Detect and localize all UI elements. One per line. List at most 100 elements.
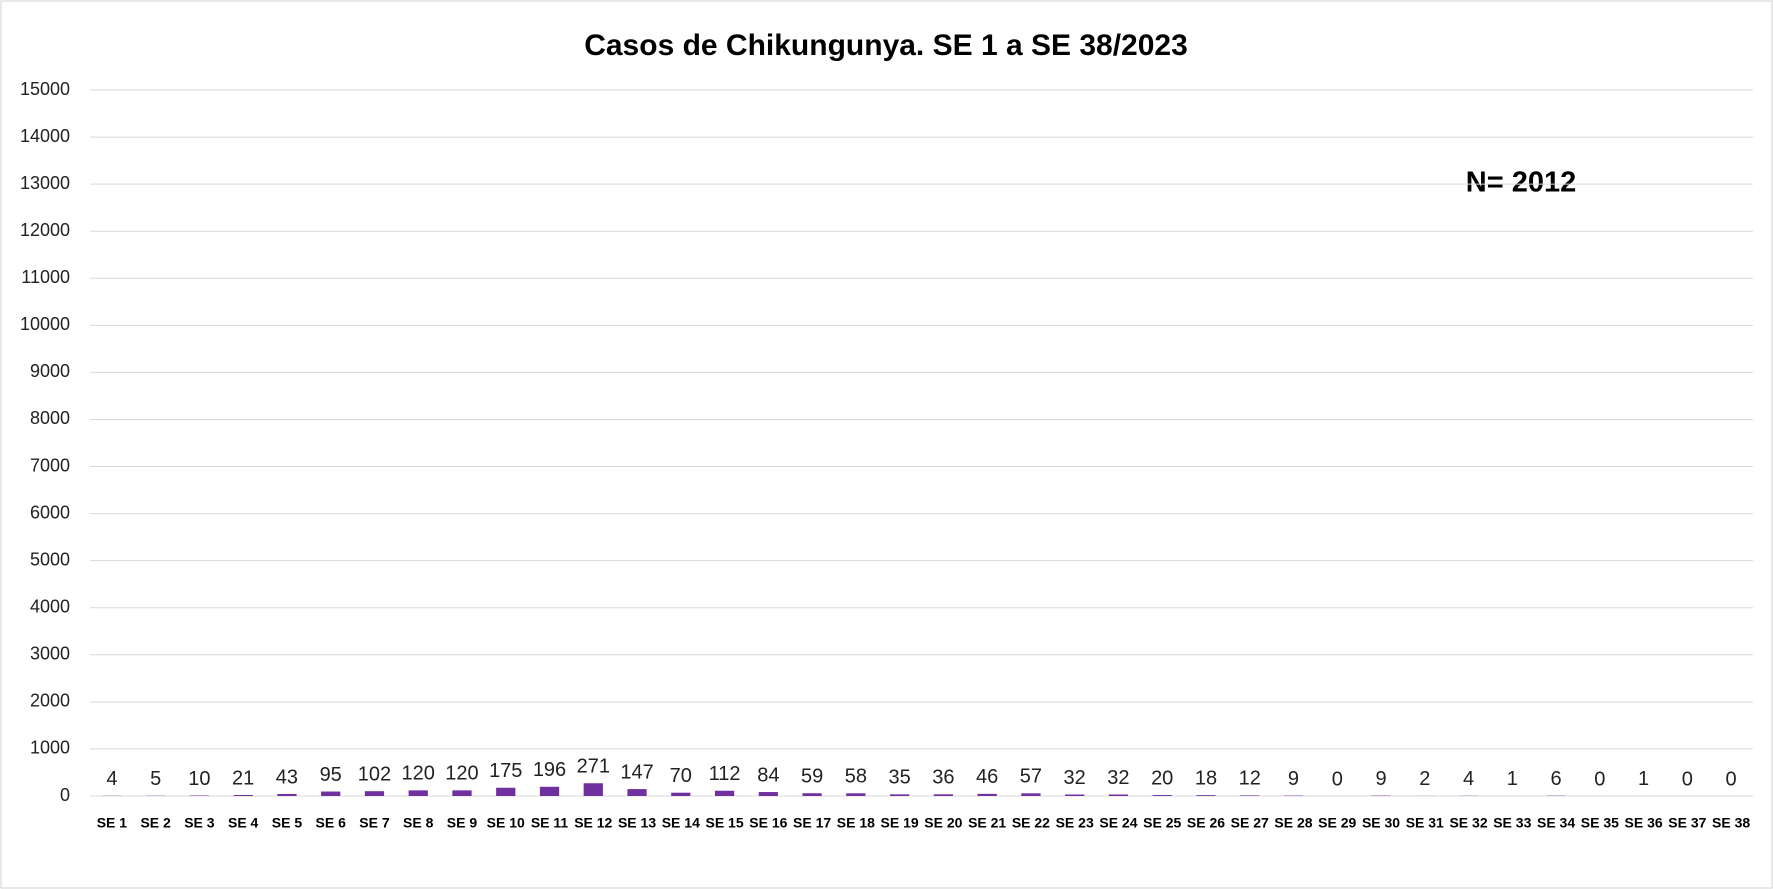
y-tick-label: 11000 bbox=[21, 267, 70, 287]
value-label: 95 bbox=[320, 764, 342, 786]
value-label: 175 bbox=[489, 760, 522, 782]
value-label: 32 bbox=[1064, 767, 1086, 789]
x-tick-label: SE 2 bbox=[140, 815, 171, 831]
x-tick-label: SE 25 bbox=[1143, 815, 1181, 831]
x-tick-label: SE 1 bbox=[97, 815, 128, 831]
x-tick-label: SE 19 bbox=[881, 815, 919, 831]
x-tick-label: SE 10 bbox=[487, 815, 525, 831]
y-tick-label: 8000 bbox=[30, 408, 70, 428]
y-tick-label: 10000 bbox=[20, 314, 70, 334]
x-tick-label: SE 34 bbox=[1537, 815, 1575, 831]
value-label: 102 bbox=[358, 763, 391, 785]
value-label: 0 bbox=[1726, 768, 1737, 790]
x-tick-label: SE 33 bbox=[1493, 815, 1531, 831]
y-tick-label: 14000 bbox=[20, 126, 70, 146]
x-tick-label: SE 27 bbox=[1231, 815, 1269, 831]
value-label: 2 bbox=[1419, 768, 1430, 790]
value-label: 120 bbox=[445, 763, 478, 785]
x-tick-label: SE 32 bbox=[1449, 815, 1487, 831]
bar bbox=[671, 792, 691, 796]
bar bbox=[364, 791, 385, 796]
y-tick-label: 7000 bbox=[30, 455, 70, 475]
x-tick-label: SE 6 bbox=[316, 815, 347, 831]
bar bbox=[539, 786, 560, 796]
x-tick-label: SE 13 bbox=[618, 815, 656, 831]
bar bbox=[933, 794, 954, 796]
bar bbox=[1108, 794, 1129, 796]
x-tick-label: SE 24 bbox=[1099, 815, 1137, 831]
bar bbox=[1065, 794, 1085, 796]
y-tick-label: 3000 bbox=[30, 644, 70, 664]
x-tick-label: SE 20 bbox=[924, 815, 962, 831]
bar bbox=[1152, 795, 1172, 796]
x-tick-label: SE 5 bbox=[272, 815, 303, 831]
bar bbox=[233, 795, 253, 796]
bar bbox=[1021, 793, 1041, 796]
value-label: 9 bbox=[1375, 768, 1386, 790]
value-label: 112 bbox=[709, 763, 741, 785]
value-label: 35 bbox=[888, 767, 910, 789]
value-label: 120 bbox=[402, 763, 435, 785]
value-label: 147 bbox=[620, 761, 653, 783]
annotation: N= 2012 bbox=[1466, 167, 1576, 199]
x-tick-label: SE 12 bbox=[574, 815, 612, 831]
value-label: 0 bbox=[1594, 768, 1605, 790]
x-tick-label: SE 15 bbox=[705, 815, 743, 831]
value-label: 58 bbox=[845, 766, 867, 788]
value-label: 21 bbox=[232, 767, 254, 789]
bar bbox=[846, 793, 866, 796]
value-label: 36 bbox=[932, 767, 954, 789]
value-label: 12 bbox=[1239, 768, 1261, 790]
value-label: 84 bbox=[757, 764, 779, 786]
y-tick-label: 1000 bbox=[30, 738, 70, 758]
bar bbox=[583, 783, 603, 796]
x-tick-label: SE 17 bbox=[793, 815, 831, 831]
bar bbox=[496, 787, 516, 796]
value-label: 9 bbox=[1288, 768, 1299, 790]
bar bbox=[277, 793, 297, 796]
x-tick-label: SE 22 bbox=[1012, 815, 1050, 831]
y-tick-label: 12000 bbox=[20, 220, 70, 240]
value-label: 196 bbox=[533, 759, 566, 781]
y-tick-label: 15000 bbox=[20, 79, 70, 99]
value-label: 32 bbox=[1107, 767, 1129, 789]
x-tick-label: SE 23 bbox=[1056, 815, 1094, 831]
value-label: 4 bbox=[1463, 768, 1474, 790]
x-tick-label: SE 8 bbox=[403, 815, 434, 831]
y-tick-label: 9000 bbox=[30, 361, 70, 381]
x-tick-label: SE 9 bbox=[447, 815, 478, 831]
bar bbox=[452, 790, 472, 796]
bar bbox=[627, 789, 647, 796]
bar bbox=[889, 794, 910, 796]
x-tick-label: SE 28 bbox=[1274, 815, 1312, 831]
bar bbox=[977, 793, 997, 796]
y-tick-label: 13000 bbox=[20, 173, 70, 193]
x-tick-label: SE 4 bbox=[228, 815, 259, 831]
value-label: 57 bbox=[1020, 766, 1042, 788]
bar bbox=[758, 792, 778, 796]
bar bbox=[321, 791, 341, 796]
y-tick-label: 2000 bbox=[30, 691, 70, 711]
x-tick-label: SE 11 bbox=[531, 815, 569, 831]
value-label: 10 bbox=[188, 768, 210, 790]
bar bbox=[802, 793, 822, 796]
x-tick-label: SE 3 bbox=[184, 815, 215, 831]
bar bbox=[408, 790, 428, 796]
x-tick-label: SE 36 bbox=[1625, 815, 1663, 831]
value-label: 59 bbox=[801, 766, 823, 788]
value-label: 43 bbox=[276, 766, 298, 788]
bar bbox=[1196, 795, 1216, 796]
y-tick-label: 4000 bbox=[30, 596, 70, 616]
value-label: 0 bbox=[1682, 768, 1693, 790]
x-tick-label: SE 26 bbox=[1187, 815, 1225, 831]
x-tick-label: SE 31 bbox=[1406, 815, 1444, 831]
value-label: 271 bbox=[577, 756, 610, 778]
value-label: 0 bbox=[1332, 768, 1343, 790]
value-label: 70 bbox=[670, 765, 692, 787]
x-tick-label: SE 7 bbox=[359, 815, 390, 831]
value-label: 1 bbox=[1638, 768, 1649, 790]
value-label: 46 bbox=[976, 766, 998, 788]
y-tick-label: 0 bbox=[60, 785, 70, 805]
x-tick-label: SE 30 bbox=[1362, 815, 1400, 831]
